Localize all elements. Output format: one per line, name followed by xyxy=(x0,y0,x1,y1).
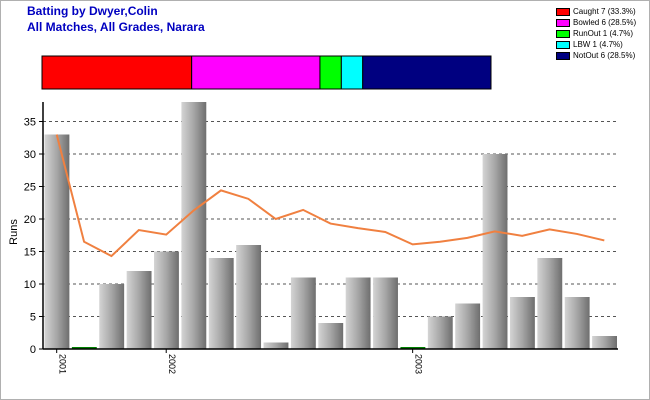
dismissal-bar xyxy=(41,55,492,90)
legend-label-runout: RunOut 1 (4.7%) xyxy=(573,29,634,38)
legend-swatch-bowled xyxy=(556,18,570,27)
runs-bar xyxy=(99,284,125,349)
runs-bar xyxy=(208,258,234,349)
legend-item-bowled: Bowled 6 (28.5%) xyxy=(556,17,636,28)
y-tick-label: 5 xyxy=(30,312,36,324)
y-axis-label: Runs xyxy=(8,219,20,245)
chart-subtitle: All Matches, All Grades, Narara xyxy=(27,20,205,34)
runs-bar xyxy=(71,347,97,349)
runs-bar xyxy=(318,323,344,349)
runs-bar xyxy=(126,271,152,349)
x-tick-label: 2002 xyxy=(167,354,177,374)
legend-swatch-caught xyxy=(556,7,570,16)
y-tick-label: 30 xyxy=(24,149,36,161)
runs-bar xyxy=(263,342,289,349)
legend-label-bowled: Bowled 6 (28.5%) xyxy=(573,18,637,27)
runs-bar xyxy=(537,258,563,349)
x-tick-label: 2003 xyxy=(414,354,424,374)
x-tick-label: 2001 xyxy=(58,354,68,374)
y-tick-label: 10 xyxy=(24,279,36,291)
legend-item-caught: Caught 7 (33.3%) xyxy=(556,6,636,17)
y-tick-label: 20 xyxy=(24,214,36,226)
legend-label-lbw: LBW 1 (4.7%) xyxy=(573,40,623,49)
runs-bar xyxy=(564,297,590,349)
legend-swatch-notout xyxy=(556,51,570,60)
dismissal-segment-caught xyxy=(41,55,193,90)
runs-bar xyxy=(236,245,262,349)
runs-bar xyxy=(509,297,535,349)
legend-item-runout: RunOut 1 (4.7%) xyxy=(556,28,636,39)
y-tick-label: 15 xyxy=(24,247,36,259)
runs-bar xyxy=(290,277,316,349)
legend-item-lbw: LBW 1 (4.7%) xyxy=(556,39,636,50)
runs-bar xyxy=(154,251,179,349)
legend-label-caught: Caught 7 (33.3%) xyxy=(573,7,636,16)
chart-title: Batting by Dwyer,Colin xyxy=(27,4,158,18)
legend-label-notout: NotOut 6 (28.5%) xyxy=(573,51,636,60)
dismissal-segment-runout xyxy=(319,55,342,90)
legend-swatch-lbw xyxy=(556,40,570,49)
legend: Caught 7 (33.3%) Bowled 6 (28.5%) RunOut… xyxy=(556,6,636,61)
y-tick-label: 25 xyxy=(24,182,36,194)
runs-bar xyxy=(181,102,207,349)
dismissal-segment-lbw xyxy=(340,55,364,90)
runs-bar xyxy=(482,154,508,349)
legend-swatch-runout xyxy=(556,29,570,38)
axes xyxy=(42,102,618,350)
runs-bars xyxy=(44,102,617,349)
dismissal-segment-bowled xyxy=(191,55,321,90)
y-tick-label: 0 xyxy=(30,344,36,356)
runs-bar xyxy=(455,303,481,349)
runs-bar xyxy=(345,277,371,349)
runs-bar xyxy=(427,316,453,349)
runs-bar xyxy=(400,347,426,349)
x-tick-labels: 2001 2002 2003 xyxy=(56,349,424,374)
dismissal-segment-notout xyxy=(362,55,492,90)
y-tick-labels: 0 5 10 15 20 25 30 35 xyxy=(24,117,43,356)
runs-bar xyxy=(592,336,617,349)
y-tick-label: 35 xyxy=(24,117,36,129)
runs-bar xyxy=(373,277,398,349)
legend-item-notout: NotOut 6 (28.5%) xyxy=(556,50,636,61)
average-line xyxy=(55,134,605,258)
